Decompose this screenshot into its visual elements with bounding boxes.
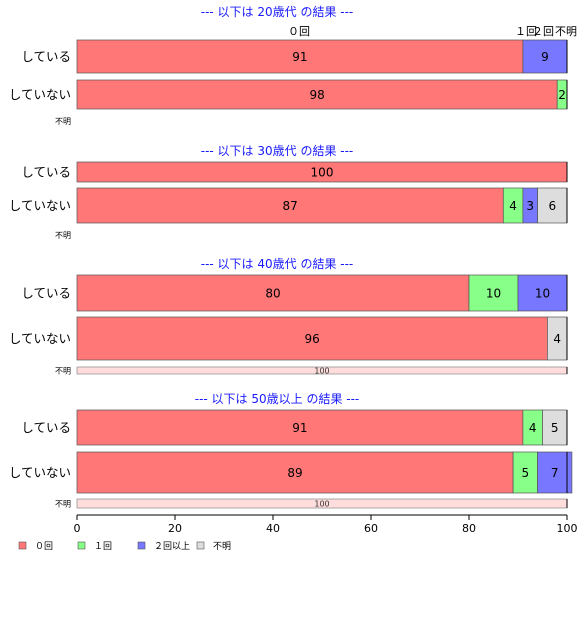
top-category-label-0: ０回 [288, 25, 310, 38]
row-label-3-0: している [21, 420, 71, 435]
bar-segment-2-1-0 [76, 316, 548, 361]
x-tick-label-1: 20 [168, 522, 182, 535]
data-label-3-0-0: 91 [292, 421, 307, 435]
panel-title-0: --- 以下は 20歳代 の結果 --- [201, 5, 354, 19]
data-label-2-0-0: 80 [265, 287, 280, 301]
row-label-2-2: 不明 [55, 367, 71, 376]
bar-segment-1-1-0 [76, 187, 504, 224]
x-tick-label-5: 100 [557, 522, 578, 535]
legend-swatch-3 [196, 541, 205, 550]
bar-segment-3-0-0 [76, 409, 524, 446]
legend-label-0: ０回 [35, 541, 53, 552]
data-label-0-1-1: 2 [558, 88, 566, 102]
row-label-0-1: していない [9, 87, 71, 102]
row-label-2-0: している [21, 286, 71, 301]
data-label-2-1-3: 4 [553, 332, 561, 346]
data-label-2-2-0: 100 [314, 367, 329, 376]
row-label-1-2: 不明 [55, 231, 71, 240]
data-label-2-0-2: 10 [535, 287, 550, 301]
panel-title-3: --- 以下は 50歳以上 の結果 --- [195, 392, 360, 406]
row-label-0-0: している [21, 49, 71, 64]
row-label-3-2: 不明 [55, 500, 71, 509]
row-label-3-1: していない [9, 465, 71, 480]
x-tick-label-4: 80 [462, 522, 476, 535]
data-label-0-1-0: 98 [309, 88, 324, 102]
data-label-0-0-2: 9 [541, 50, 549, 64]
data-label-1-1-2: 3 [526, 199, 534, 213]
data-label-1-1-1: 4 [509, 199, 517, 213]
data-label-3-1-1: 5 [522, 466, 530, 480]
row-label-1-0: している [21, 165, 71, 180]
data-label-0-0-0: 91 [292, 50, 307, 64]
legend-label-2: ２回以上 [154, 541, 190, 552]
data-label-3-0-3: 5 [551, 421, 559, 435]
data-label-1-0-0: 100 [311, 166, 334, 180]
panel-title-1: --- 以下は 30歳代 の結果 --- [201, 144, 354, 158]
x-tick-label-3: 60 [364, 522, 378, 535]
row-label-0-2: 不明 [55, 117, 71, 126]
data-label-2-1-0: 96 [305, 332, 320, 346]
data-label-1-1-3: 6 [548, 199, 556, 213]
bar-segment-3-1-2 [537, 451, 573, 494]
bar-segment-1-1-3 [537, 187, 568, 224]
legend-label-1: １回 [94, 541, 112, 552]
bar-segment-3-0-3 [542, 409, 568, 446]
data-label-1-1-0: 87 [283, 199, 298, 213]
top-category-label-3: 不明 [555, 25, 577, 38]
bar-segment-3-1-0 [76, 451, 514, 494]
row-label-2-1: していない [9, 331, 71, 346]
bar-segment-2-0-0 [76, 274, 470, 312]
row-label-1-1: していない [9, 198, 71, 213]
panel-title-2: --- 以下は 40歳代 の結果 --- [201, 257, 354, 271]
data-label-3-1-0: 89 [287, 466, 302, 480]
legend-label-3: 不明 [213, 541, 231, 552]
data-label-3-0-1: 4 [529, 421, 537, 435]
x-tick-label-2: 40 [266, 522, 280, 535]
data-label-2-0-1: 10 [486, 287, 501, 301]
legend-swatch-0 [18, 541, 27, 550]
legend-swatch-2 [137, 541, 146, 550]
data-label-3-2-0: 100 [314, 500, 329, 509]
data-label-3-1-2: 7 [551, 466, 559, 480]
x-tick-label-0: 0 [74, 522, 81, 535]
bar-segment-0-1-0 [76, 79, 558, 110]
top-category-label-2: ２回 [532, 25, 554, 38]
bar-segment-0-0-2 [522, 39, 568, 74]
top-category-label-1: １回 [515, 25, 537, 38]
bar-segment-2-0-2 [517, 274, 568, 312]
legend-swatch-1 [77, 541, 86, 550]
